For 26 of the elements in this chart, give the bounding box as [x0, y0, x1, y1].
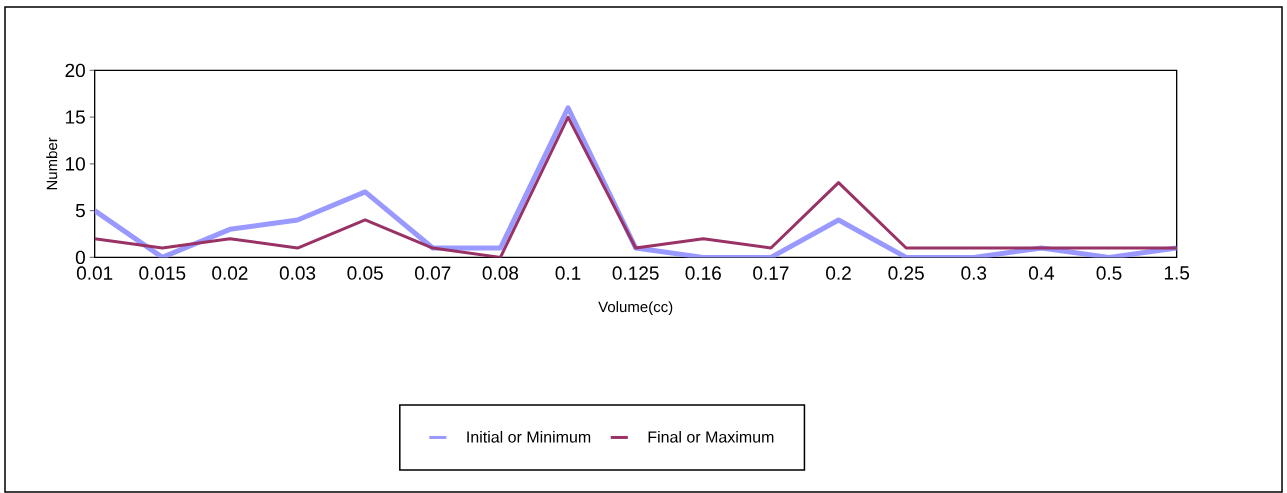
x-tick-label: 0.03 [279, 266, 316, 280]
x-tick-label: 0.16 [685, 266, 721, 280]
y-tick-label: 0 [75, 250, 85, 265]
x-tick-label: 0.05 [347, 266, 383, 280]
x-tick-label: 0.07 [415, 266, 451, 280]
x-tick-label: 0.17 [753, 266, 789, 280]
x-axis-title: Volume(cc) [598, 301, 673, 316]
x-tick-label: 0.02 [212, 266, 248, 280]
y-tick-label: 5 [75, 204, 85, 218]
legend-label: Final or Maximum [648, 430, 774, 443]
x-tick-label: 0.1 [555, 266, 581, 280]
x-tick-label: 0.125 [612, 266, 659, 280]
y-tick-label: 10 [66, 157, 85, 171]
legend-label: Initial or Minimum [467, 430, 591, 443]
x-tick-label: 0.5 [1096, 266, 1122, 280]
x-tick-label: 0.08 [482, 266, 519, 280]
x-tick-label: 0.2 [826, 266, 851, 280]
x-tick-label: 0.01 [76, 266, 113, 280]
x-tick-label: 0.3 [961, 266, 987, 280]
x-tick-label: 1.5 [1164, 266, 1190, 280]
x-tick-label: 0.015 [139, 266, 186, 280]
y-tick-label: 15 [66, 110, 85, 124]
x-tick-label: 0.4 [1028, 266, 1055, 280]
y-tick-label: 20 [65, 63, 85, 78]
x-tick-label: 0.25 [888, 266, 924, 280]
y-axis-title: Number [46, 137, 58, 190]
